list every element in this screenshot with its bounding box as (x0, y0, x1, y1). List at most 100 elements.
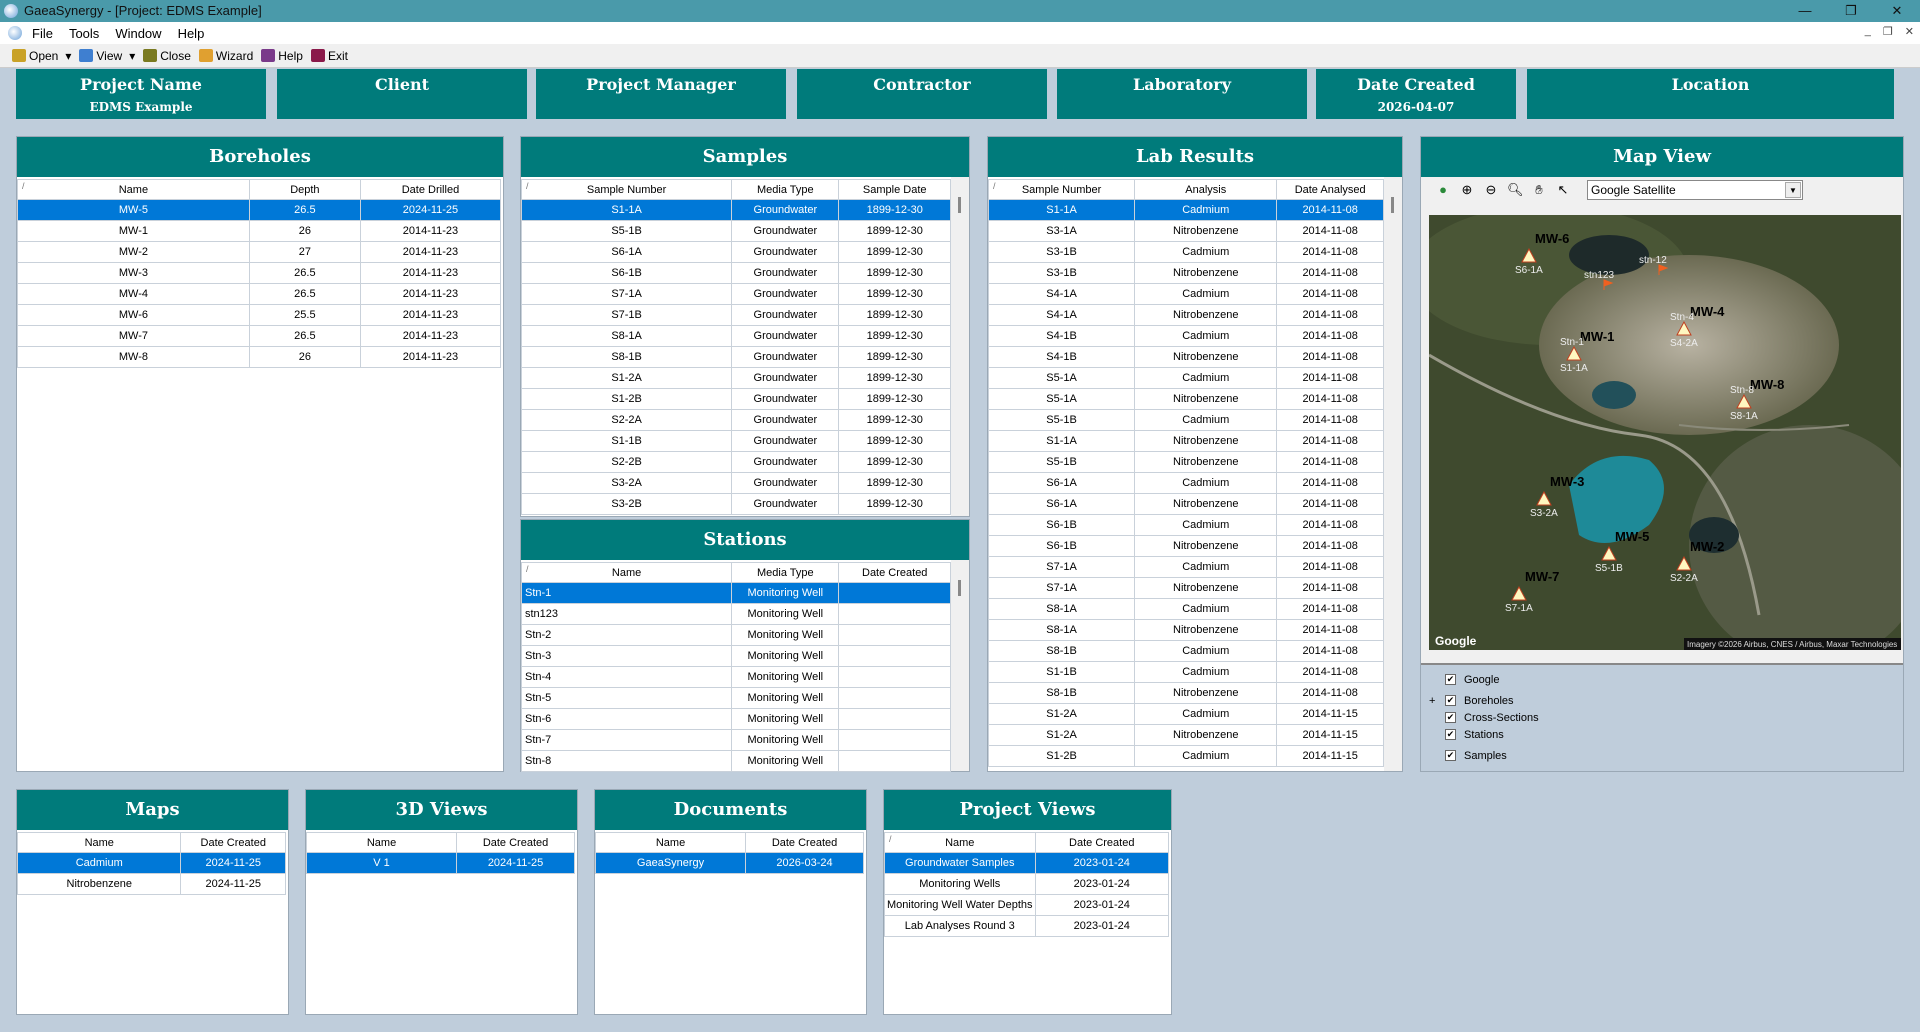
app-menu-icon[interactable] (8, 26, 22, 40)
table-row[interactable]: S5-1A Cadmium 2014-11-08 (987, 367, 1384, 389)
table-row[interactable]: S5-1B Cadmium 2014-11-08 (987, 409, 1384, 431)
table-row[interactable]: Stn-6 Monitoring Well (520, 708, 951, 730)
table-row[interactable]: S3-2A Groundwater 1899-12-30 (520, 472, 951, 494)
column-header[interactable]: Sample Date (838, 179, 951, 200)
table-row[interactable]: S8-1B Nitrobenzene 2014-11-08 (987, 682, 1384, 704)
table-row[interactable]: S5-1A Nitrobenzene 2014-11-08 (987, 388, 1384, 410)
table-row[interactable]: Groundwater Samples 2023-01-24 (884, 852, 1170, 874)
table-row[interactable]: S8-1A Groundwater 1899-12-30 (520, 325, 951, 347)
table-row[interactable]: S3-1B Nitrobenzene 2014-11-08 (987, 262, 1384, 284)
wizard-button[interactable]: Wizard (198, 49, 253, 63)
column-header[interactable]: Date Created (456, 832, 575, 853)
table-row[interactable]: V 1 2024-11-25 (305, 852, 575, 874)
table-row[interactable]: S1-2A Groundwater 1899-12-30 (520, 367, 951, 389)
table-row[interactable]: S7-1B Groundwater 1899-12-30 (520, 304, 951, 326)
column-header[interactable]: Media Type (731, 179, 840, 200)
table-row[interactable]: Lab Analyses Round 3 2023-01-24 (884, 915, 1170, 937)
table-row[interactable]: S4-1B Nitrobenzene 2014-11-08 (987, 346, 1384, 368)
table-row[interactable]: S8-1A Nitrobenzene 2014-11-08 (987, 619, 1384, 641)
table-row[interactable]: S8-1B Groundwater 1899-12-30 (520, 346, 951, 368)
menu-help[interactable]: Help (177, 25, 205, 41)
table-row[interactable]: Stn-7 Monitoring Well (520, 729, 951, 751)
table-row[interactable]: S3-2B Groundwater 1899-12-30 (520, 493, 951, 515)
table-row[interactable]: S2-2A Groundwater 1899-12-30 (520, 409, 951, 431)
table-row[interactable]: MW-4 26.5 2014-11-23 (17, 283, 502, 305)
table-row[interactable]: stn123 Monitoring Well (520, 603, 951, 625)
pan-hand-icon[interactable]: ✋︎ (1535, 182, 1543, 197)
column-header[interactable]: Date Created (180, 832, 286, 853)
dropdown-arrow-icon[interactable]: ▾ (65, 48, 72, 63)
maximize-button[interactable]: ❐ (1845, 3, 1857, 18)
table-row[interactable]: Stn-4 Monitoring Well (520, 666, 951, 688)
help-button[interactable]: Help (261, 49, 303, 63)
table-row[interactable]: MW-3 26.5 2014-11-23 (17, 262, 502, 284)
table-row[interactable]: S6-1B Cadmium 2014-11-08 (987, 514, 1384, 536)
column-header[interactable]: Sample Number (987, 179, 1136, 200)
table-row[interactable]: S1-2B Groundwater 1899-12-30 (520, 388, 951, 410)
menu-window[interactable]: Window (115, 25, 162, 41)
table-row[interactable]: S1-1B Cadmium 2014-11-08 (987, 661, 1384, 683)
menu-file[interactable]: File (32, 25, 53, 41)
column-header[interactable]: Sample Number (520, 179, 733, 200)
table-row[interactable]: Stn-3 Monitoring Well (520, 645, 951, 667)
table-row[interactable]: Stn-5 Monitoring Well (520, 687, 951, 709)
column-header[interactable]: Name (305, 832, 458, 853)
table-row[interactable]: S7-1A Cadmium 2014-11-08 (987, 556, 1384, 578)
table-row[interactable]: S1-1A Groundwater 1899-12-30 (520, 199, 951, 221)
borehole-marker-icon[interactable] (1511, 585, 1527, 601)
scrollbar[interactable] (1384, 177, 1402, 771)
station-flag-icon[interactable] (1603, 279, 1614, 290)
column-header[interactable]: Media Type (731, 562, 840, 583)
close-button[interactable]: Close (143, 49, 191, 63)
table-row[interactable]: MW-7 26.5 2014-11-23 (17, 325, 502, 347)
table-row[interactable]: S7-1A Nitrobenzene 2014-11-08 (987, 577, 1384, 599)
station-flag-icon[interactable] (1658, 264, 1669, 275)
table-row[interactable]: Nitrobenzene 2024-11-25 (16, 873, 286, 895)
layer-samples[interactable]: ✔ Samples (1445, 747, 1903, 764)
table-row[interactable]: GaeaSynergy 2026-03-24 (594, 852, 864, 874)
map-canvas[interactable]: Google Imagery ©2026 Airbus, CNES / Airb… (1409, 205, 1920, 665)
globe-icon[interactable]: ● (1439, 182, 1447, 197)
scroll-thumb[interactable] (1391, 197, 1394, 213)
layer-stations[interactable]: ✔ Stations (1445, 726, 1903, 743)
expand-icon[interactable]: + (1429, 694, 1436, 707)
table-row[interactable]: S1-1A Cadmium 2014-11-08 (987, 199, 1384, 221)
table-row[interactable]: Stn-1 Monitoring Well (520, 582, 951, 604)
layer-google[interactable]: ✔ Google (1445, 671, 1903, 688)
table-row[interactable]: S3-1A Nitrobenzene 2014-11-08 (987, 220, 1384, 242)
borehole-marker-icon[interactable] (1676, 320, 1692, 336)
column-header[interactable]: Date Created (838, 562, 951, 583)
column-header[interactable]: Date Analysed (1276, 179, 1384, 200)
table-row[interactable]: Cadmium 2024-11-25 (16, 852, 286, 874)
layer-cross-sections[interactable]: ✔ Cross-Sections (1445, 709, 1903, 726)
zoom-in-icon[interactable]: ⊕ (1461, 182, 1473, 197)
table-row[interactable]: S8-1B Cadmium 2014-11-08 (987, 640, 1384, 662)
layer-boreholes[interactable]: + ✔ Boreholes (1429, 692, 1903, 709)
borehole-marker-icon[interactable] (1676, 555, 1692, 571)
close-window-button[interactable]: ✕ (1891, 3, 1903, 18)
table-row[interactable]: S1-1B Groundwater 1899-12-30 (520, 430, 951, 452)
table-row[interactable]: S5-1B Nitrobenzene 2014-11-08 (987, 451, 1384, 473)
borehole-marker-icon[interactable] (1536, 490, 1552, 506)
borehole-marker-icon[interactable] (1566, 345, 1582, 361)
table-row[interactable]: MW-6 25.5 2014-11-23 (17, 304, 502, 326)
scroll-thumb[interactable] (958, 580, 961, 596)
checkbox[interactable]: ✔ (1445, 729, 1456, 740)
table-row[interactable]: S2-2B Groundwater 1899-12-30 (520, 451, 951, 473)
zoom-extent-icon[interactable]: 🔍︎ (1507, 182, 1524, 197)
column-header[interactable]: Name (16, 832, 182, 853)
satellite-map[interactable]: Google Imagery ©2026 Airbus, CNES / Airb… (1409, 205, 1920, 665)
column-header[interactable]: Name (17, 179, 250, 200)
borehole-marker-icon[interactable] (1736, 393, 1752, 409)
borehole-marker-icon[interactable] (1601, 545, 1617, 561)
chevron-down-icon[interactable]: ▼ (1785, 182, 1801, 198)
table-row[interactable]: Monitoring Well Water Depths 2023-01-24 (884, 894, 1170, 916)
table-row[interactable]: Stn-2 Monitoring Well (520, 624, 951, 646)
column-header[interactable]: Name (520, 562, 733, 583)
scrollbar[interactable] (951, 560, 969, 771)
mdi-minimize-icon[interactable]: _ (1864, 25, 1871, 37)
menu-tools[interactable]: Tools (68, 25, 100, 41)
column-header[interactable]: Name (884, 832, 1036, 853)
column-header[interactable]: Depth (248, 179, 361, 200)
column-header[interactable]: Date Created (1034, 832, 1170, 853)
